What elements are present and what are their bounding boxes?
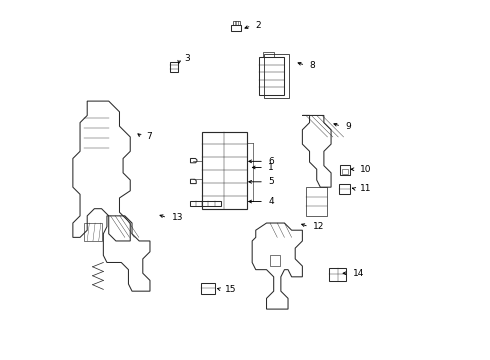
Text: 11: 11 bbox=[360, 184, 371, 193]
Text: 9: 9 bbox=[345, 122, 351, 131]
Bar bbox=[233, 21, 240, 25]
Text: 15: 15 bbox=[225, 285, 237, 294]
Bar bbox=[84, 223, 101, 241]
Text: 3: 3 bbox=[184, 54, 190, 63]
Bar bbox=[202, 132, 247, 209]
Text: 2: 2 bbox=[256, 21, 261, 30]
Bar bbox=[306, 187, 327, 216]
Text: 6: 6 bbox=[269, 157, 274, 166]
Text: 8: 8 bbox=[310, 61, 315, 70]
Bar bbox=[264, 54, 290, 98]
Text: 13: 13 bbox=[172, 213, 183, 222]
Bar bbox=[342, 169, 348, 174]
Text: 10: 10 bbox=[360, 165, 371, 174]
Bar bbox=[170, 62, 177, 72]
Text: 1: 1 bbox=[269, 163, 274, 172]
Text: 12: 12 bbox=[313, 222, 324, 231]
Bar bbox=[339, 184, 350, 194]
Bar bbox=[231, 25, 242, 31]
Text: 14: 14 bbox=[353, 269, 364, 278]
Text: 5: 5 bbox=[269, 177, 274, 186]
Bar bbox=[201, 283, 215, 294]
Bar bbox=[259, 57, 284, 95]
Bar bbox=[270, 255, 280, 266]
Bar bbox=[340, 165, 350, 175]
Text: 7: 7 bbox=[147, 132, 152, 141]
Text: 4: 4 bbox=[269, 197, 274, 206]
Bar bbox=[329, 267, 346, 281]
Bar bbox=[190, 201, 220, 206]
Bar bbox=[263, 51, 274, 57]
